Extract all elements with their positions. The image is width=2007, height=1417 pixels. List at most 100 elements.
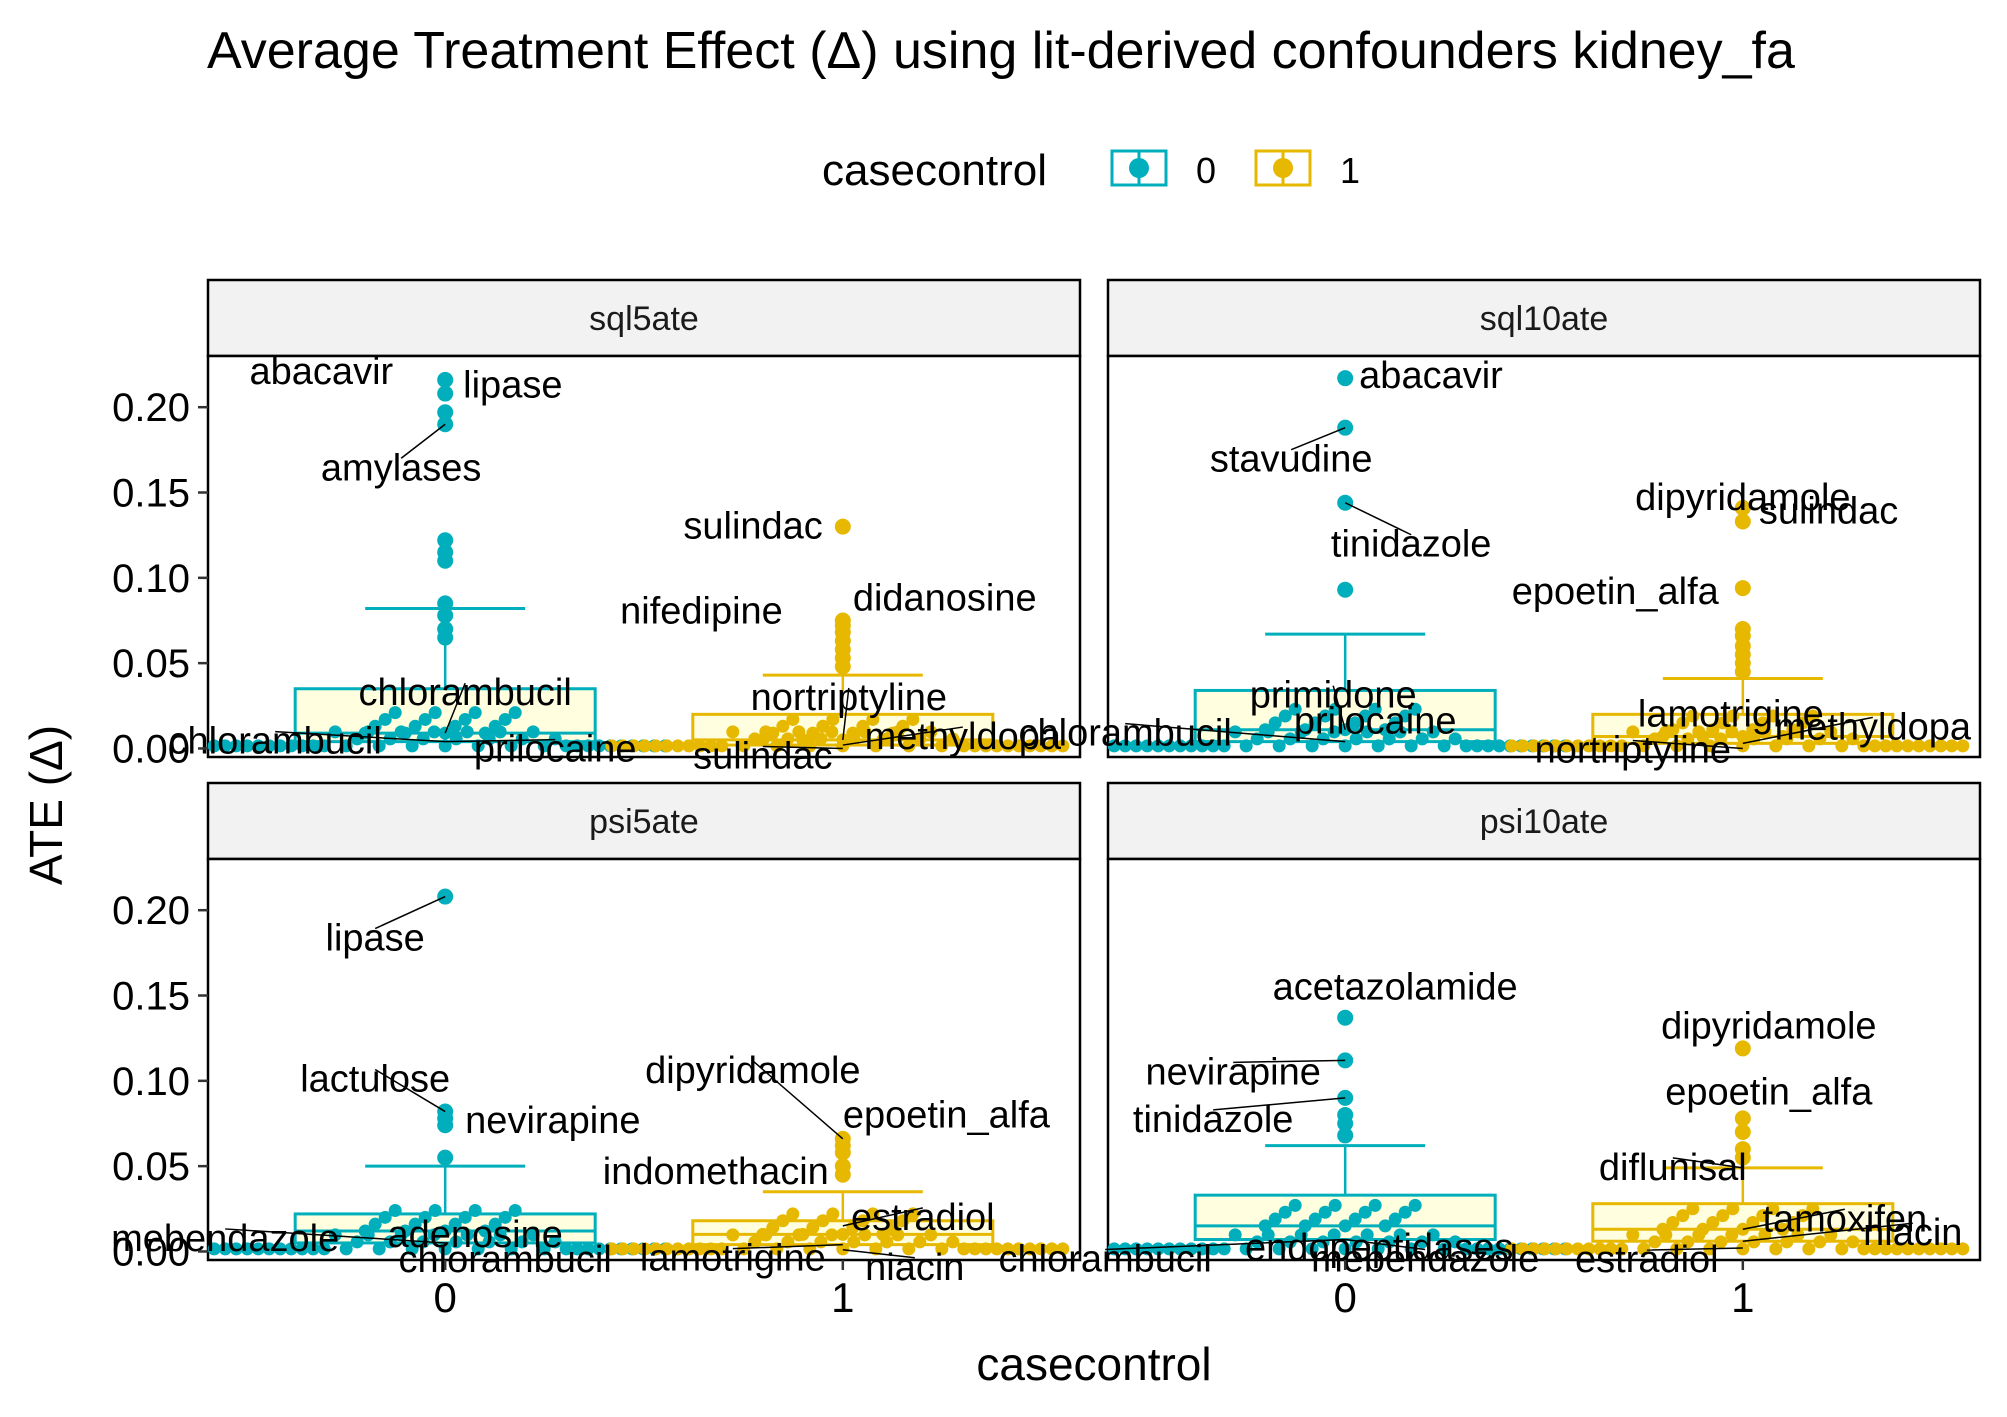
dot — [627, 739, 641, 753]
dot — [1305, 739, 1319, 753]
point-label: chlorambucil — [399, 1239, 612, 1281]
dot — [448, 719, 462, 733]
dot — [1001, 739, 1015, 753]
point-label: epoetin_alfa — [1512, 571, 1720, 613]
dot — [1956, 739, 1970, 753]
dot — [273, 1242, 287, 1256]
dot — [570, 739, 584, 753]
point-label: methyldopa — [865, 716, 1062, 758]
y-tick-label: 0.20 — [112, 889, 190, 933]
dot — [1338, 739, 1352, 753]
dot — [378, 712, 392, 726]
dot — [358, 1224, 372, 1238]
x-tick-label: 1 — [831, 1274, 854, 1321]
dot — [1268, 1212, 1282, 1226]
dot — [1747, 1235, 1761, 1249]
dot — [548, 732, 562, 746]
dot — [649, 1242, 663, 1256]
dot — [1448, 732, 1462, 746]
label-leader — [842, 687, 850, 741]
dot — [448, 1217, 462, 1231]
outlier-point — [1734, 1040, 1751, 1057]
dot — [1272, 1242, 1286, 1256]
point-label: mebendazole — [111, 1218, 339, 1260]
outlier-point — [437, 404, 454, 421]
x-tick-label: 0 — [1334, 1274, 1357, 1321]
dot — [1360, 725, 1374, 739]
dot — [1560, 739, 1574, 753]
outlier-point — [834, 658, 851, 675]
dot — [526, 725, 540, 739]
dot — [1571, 1242, 1585, 1256]
dot — [1258, 723, 1272, 737]
boxplot-group-0 — [1107, 1144, 1572, 1256]
dot — [1348, 1212, 1362, 1226]
facet-panels: sql5ate abacavir lipase amylases chlorambuci… — [111, 278, 1982, 1289]
dot — [508, 1204, 522, 1218]
dot — [1593, 1242, 1607, 1256]
point-label: dipyridamole — [1661, 1005, 1876, 1047]
dot — [273, 739, 287, 753]
dot — [1239, 739, 1253, 753]
dot — [1388, 1212, 1402, 1226]
point-label: lamotrigine — [1638, 694, 1824, 736]
dot — [1656, 1222, 1670, 1236]
dot — [816, 719, 830, 733]
boxplot-group-1 — [605, 673, 1070, 753]
dot — [416, 732, 430, 746]
point-label: chlorambucil — [169, 721, 382, 763]
dot — [1696, 1222, 1710, 1236]
dot — [1398, 709, 1412, 723]
dot — [478, 1224, 492, 1238]
dot — [1327, 1228, 1341, 1242]
dot — [826, 712, 840, 726]
dot — [449, 732, 463, 746]
dot — [756, 1227, 770, 1241]
dot — [616, 1242, 630, 1256]
dot — [1360, 1228, 1374, 1242]
y-tick-label: 0.15 — [112, 472, 190, 516]
dot — [1879, 739, 1893, 753]
dot — [1250, 1235, 1264, 1249]
point-label: diflunisal — [1599, 1147, 1747, 1189]
legend-title: casecontrol — [822, 146, 1047, 195]
dot — [1945, 1242, 1959, 1256]
point-label: endopeptidases — [1245, 1227, 1513, 1269]
dot — [328, 1228, 342, 1242]
dot — [1912, 1242, 1926, 1256]
outlier-point — [437, 607, 454, 624]
facet-panel-psi5ate: psi5ate lipase lactulose nevirapine adenosin… — [111, 781, 1082, 1289]
dot — [1459, 1242, 1473, 1256]
dot — [786, 1207, 800, 1221]
dot — [1756, 1209, 1770, 1223]
point-label: chlorambucil — [359, 672, 572, 714]
dot — [317, 739, 331, 753]
label-leader — [1632, 739, 1743, 750]
point-label: abacavir — [250, 351, 394, 393]
dot — [671, 739, 685, 753]
dot — [858, 1228, 872, 1242]
dot — [1890, 1242, 1904, 1256]
dot — [498, 1210, 512, 1224]
dot — [240, 739, 254, 753]
dot — [704, 1242, 718, 1256]
dot — [438, 1242, 452, 1256]
dot — [581, 739, 595, 753]
dot — [1358, 709, 1372, 723]
y-tick-label: 0.05 — [112, 642, 190, 686]
dot — [638, 1242, 652, 1256]
dot — [458, 1210, 472, 1224]
dot — [682, 739, 696, 753]
outlier-point — [437, 385, 454, 402]
dot — [913, 1235, 927, 1249]
dot — [1034, 1242, 1048, 1256]
label-leader — [1672, 1157, 1743, 1169]
dot — [1956, 1242, 1970, 1256]
legend-key-1 — [1254, 149, 1312, 187]
dot — [372, 739, 386, 753]
facet-panel-sql10ate: sql10ate abacavir stavudine tinidazole primi… — [1019, 278, 1982, 771]
dot — [207, 739, 221, 753]
point-label: dipyridamole — [645, 1050, 860, 1092]
dot — [1582, 1242, 1596, 1256]
dot — [1776, 730, 1790, 744]
